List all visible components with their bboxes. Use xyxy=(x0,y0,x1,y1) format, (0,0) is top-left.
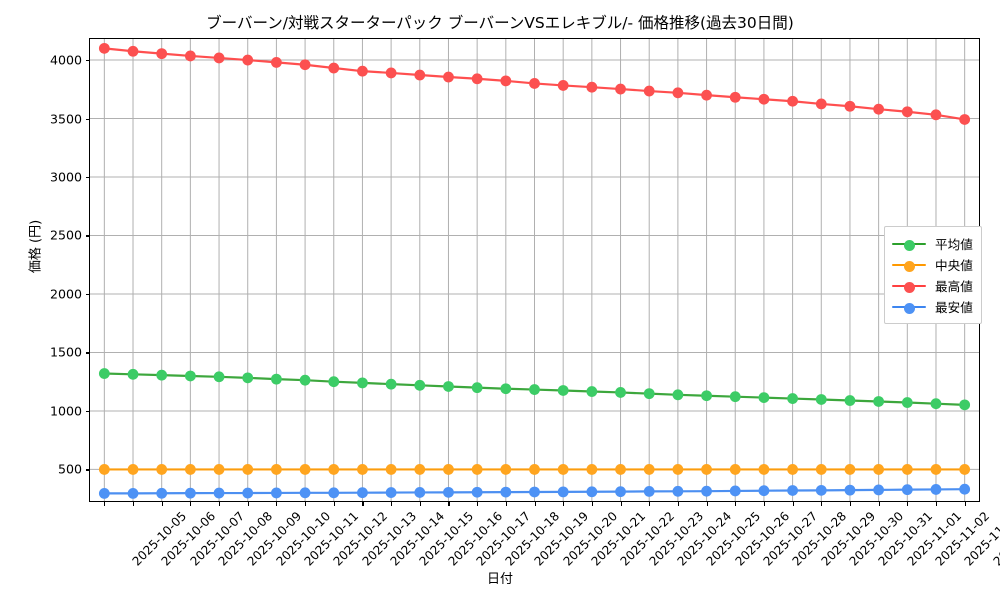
y-axis-tick-label: 1000 xyxy=(49,403,82,419)
legend[interactable]: 平均値中央値最高値最安値 xyxy=(884,226,982,324)
x-axis-tick-mark xyxy=(792,502,794,506)
x-axis-tick-mark xyxy=(677,502,679,506)
legend-item-4[interactable]: 最安値 xyxy=(892,296,973,317)
y-axis-tick-mark xyxy=(85,293,89,296)
x-axis-tick-mark xyxy=(247,502,249,506)
x-axis-tick-mark xyxy=(219,502,221,506)
x-axis-tick-mark xyxy=(362,502,364,506)
legend-item-3[interactable]: 最高値 xyxy=(892,275,973,296)
legend-label: 最安値 xyxy=(935,300,973,315)
y-axis-tick-mark xyxy=(85,410,89,413)
chart-title: ブーバーン/対戦スターターパック ブーバーンVSエレキブル/- 価格推移(過去3… xyxy=(206,14,794,32)
x-axis-tick-mark xyxy=(935,502,938,506)
y-axis-tick-mark xyxy=(85,469,89,471)
x-axis-tick-mark xyxy=(190,502,192,506)
x-axis-tick-mark xyxy=(133,502,135,506)
y-axis-tick-mark xyxy=(85,235,89,237)
series-lines xyxy=(98,42,971,499)
x-axis-tick-mark xyxy=(735,502,737,506)
legend-swatch-icon xyxy=(892,258,926,272)
y-axis-tick-label: 1500 xyxy=(49,344,82,360)
legend-item-2[interactable]: 中央値 xyxy=(892,254,973,275)
x-axis-tick-mark xyxy=(391,502,393,506)
legend-item-1[interactable]: 平均値 xyxy=(892,233,973,254)
legend-swatch-icon xyxy=(892,279,926,293)
y-axis-tick-label: 500 xyxy=(57,461,82,477)
y-axis-tick-label: 4000 xyxy=(49,52,82,68)
legend-swatch-icon xyxy=(892,300,926,314)
y-axis-tick-label: 2000 xyxy=(49,286,82,302)
x-axis-tick-mark xyxy=(505,502,507,506)
x-axis-tick-mark xyxy=(477,502,479,506)
y-axis-tick-mark xyxy=(85,352,89,354)
x-axis-tick-mark xyxy=(849,502,852,506)
x-axis-tick-mark xyxy=(821,502,823,506)
x-axis-tick-mark xyxy=(419,502,421,506)
x-axis-tick-mark xyxy=(649,502,651,506)
x-axis-tick-mark xyxy=(964,502,966,506)
x-axis-tick-mark xyxy=(706,502,708,506)
y-axis-tick-labels: 500 1000 1500 2000 2500 3000 3500 4000 xyxy=(20,38,82,502)
x-axis-tick-mark xyxy=(763,502,765,506)
x-axis-tick-mark xyxy=(878,502,880,506)
y-axis-tick-label: 3500 xyxy=(49,111,82,127)
x-axis-tick-mark xyxy=(276,502,278,506)
plot-area xyxy=(89,38,980,502)
legend-label: 平均値 xyxy=(935,237,973,252)
x-axis-tick-mark xyxy=(333,502,335,506)
x-axis-tick-mark xyxy=(907,502,909,506)
y-axis-tick-label: 2500 xyxy=(49,227,82,243)
x-axis-tick-mark xyxy=(104,502,106,506)
legend-swatch-icon xyxy=(892,237,926,251)
legend-label: 中央値 xyxy=(935,258,973,273)
x-axis-tick-mark xyxy=(448,502,450,506)
x-axis-title: 日付 xyxy=(486,572,513,587)
y-axis-tick-mark xyxy=(85,118,89,120)
y-axis-tick-mark xyxy=(85,60,89,62)
legend-label: 最高値 xyxy=(935,279,973,294)
y-axis-tick-mark xyxy=(85,177,89,179)
x-axis-tick-mark xyxy=(305,502,307,506)
y-axis-tick-label: 3000 xyxy=(49,169,82,185)
x-axis-tick-mark xyxy=(534,502,536,506)
x-axis-tick-mark xyxy=(563,502,565,506)
x-axis-tick-mark xyxy=(620,502,622,506)
x-axis-tick-mark xyxy=(591,502,593,506)
x-axis-tick-mark xyxy=(161,502,163,506)
gridlines xyxy=(90,39,979,501)
